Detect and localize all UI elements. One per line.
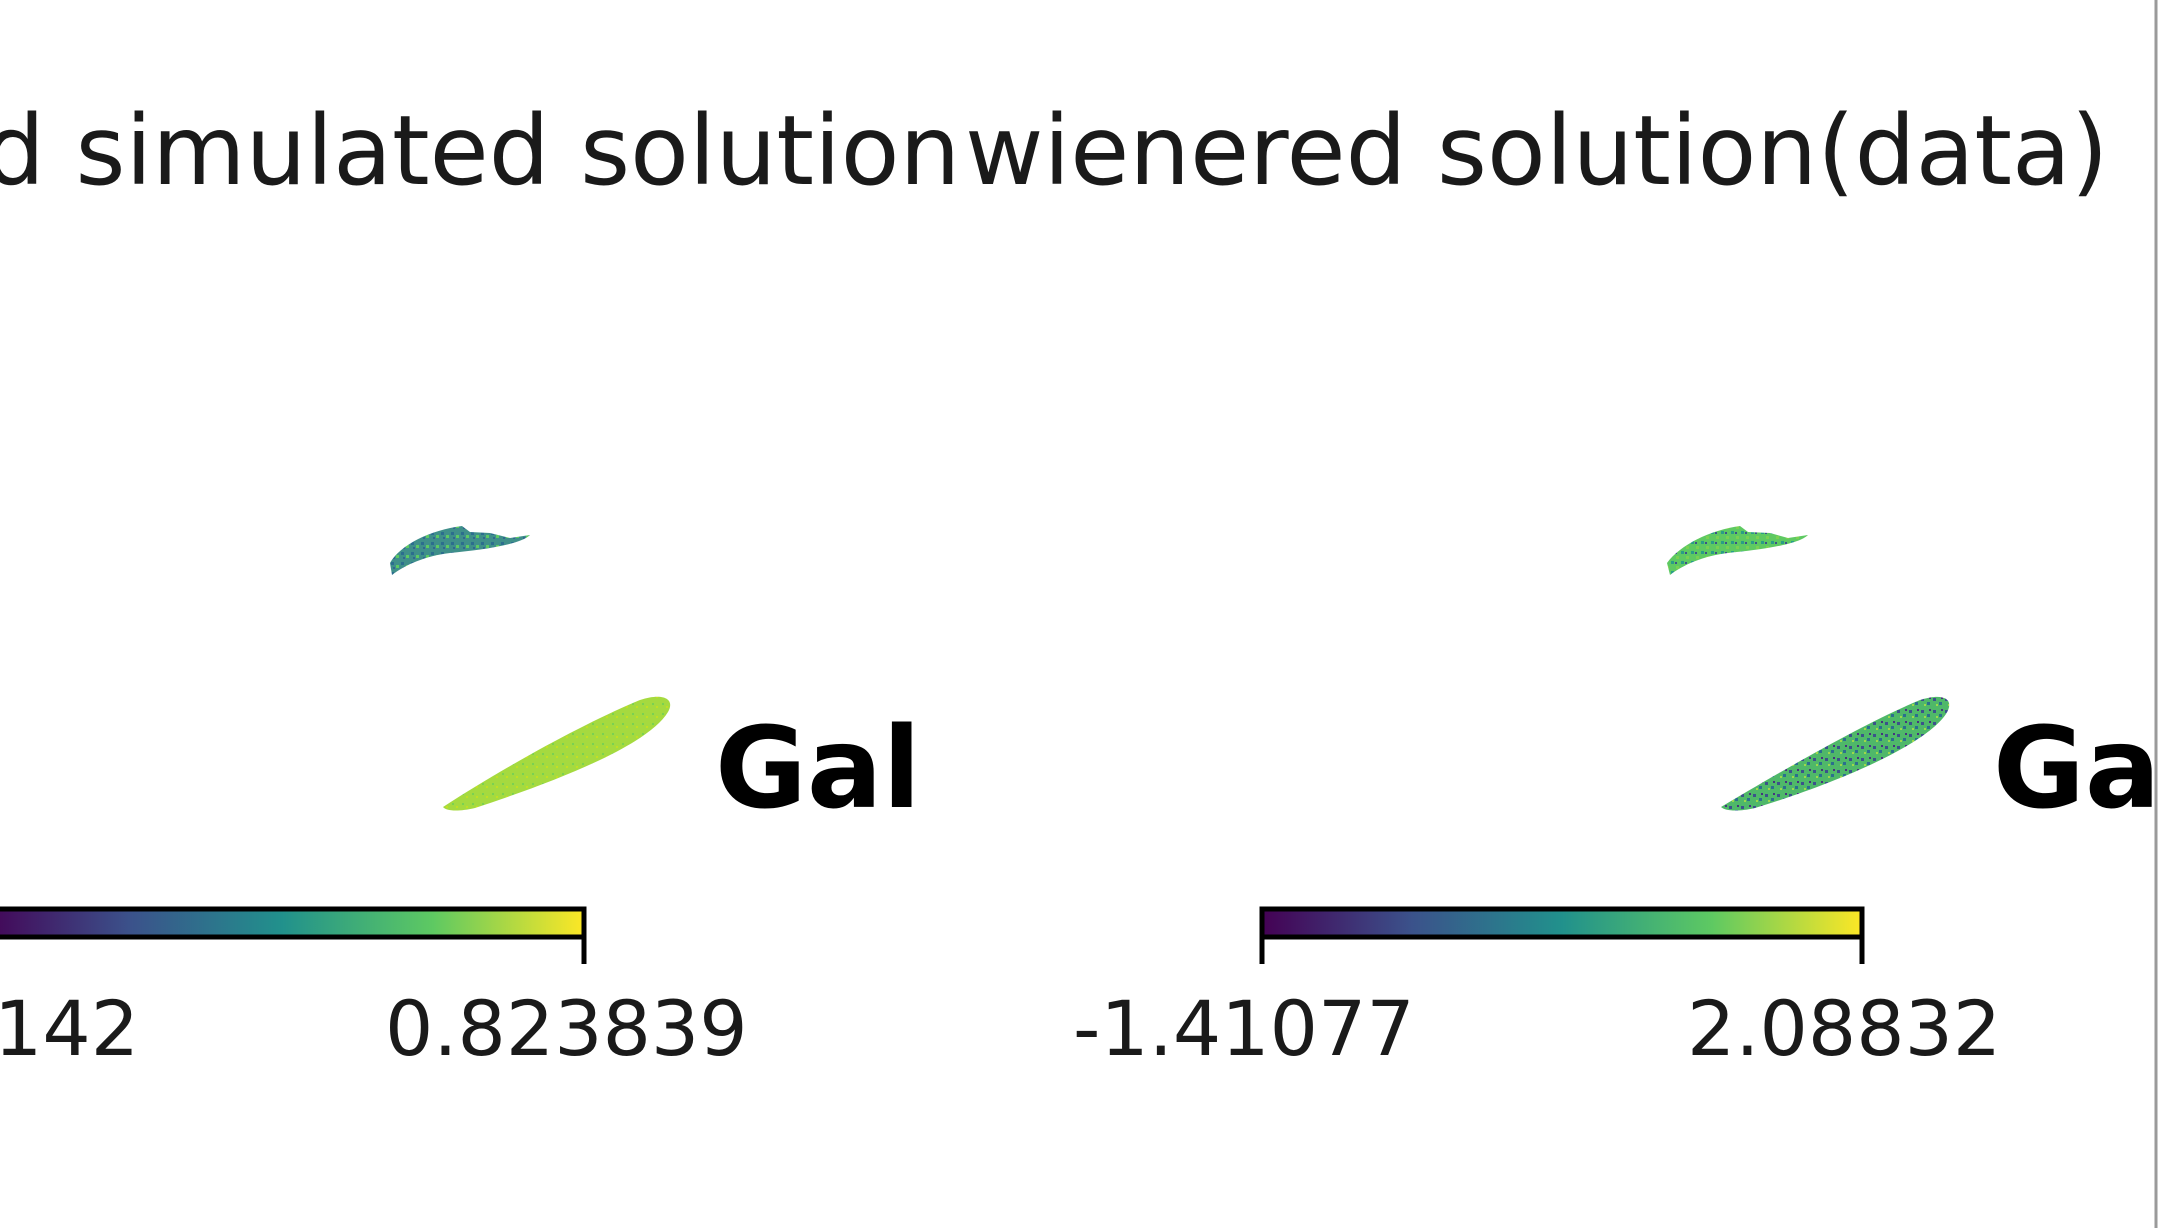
colorbar-min-label: -1.41077 xyxy=(1073,984,1415,1073)
colorbar-max-label: 0.823839 xyxy=(385,984,748,1073)
small-cloud xyxy=(1667,526,1808,575)
large-cloud xyxy=(443,696,671,811)
colorbar-min-label: 142 xyxy=(0,984,139,1073)
colorbar: -1.41077 2.08832 xyxy=(1073,906,2001,1073)
panel-title: wienered solution(data) xyxy=(965,95,2108,207)
colorbar-gradient xyxy=(0,906,587,940)
panel-title: d simulated solution xyxy=(0,95,960,207)
galaxy-label: Ga xyxy=(1993,704,2160,834)
panel-clip xyxy=(960,690,1020,850)
panel-simulated: d simulated solution Gal 142 0.823839 xyxy=(0,95,1020,1073)
colorbar-max-label: 2.08832 xyxy=(1687,984,2001,1073)
galaxy-label: Gal xyxy=(715,704,921,834)
panel-wienered: wienered solution(data) Ga -1.41077 2.08… xyxy=(965,95,2160,1073)
colorbar-gradient xyxy=(1259,906,1865,940)
small-cloud xyxy=(390,526,530,575)
colorbar: 142 0.823839 xyxy=(0,906,748,1073)
large-cloud xyxy=(1721,696,1950,811)
